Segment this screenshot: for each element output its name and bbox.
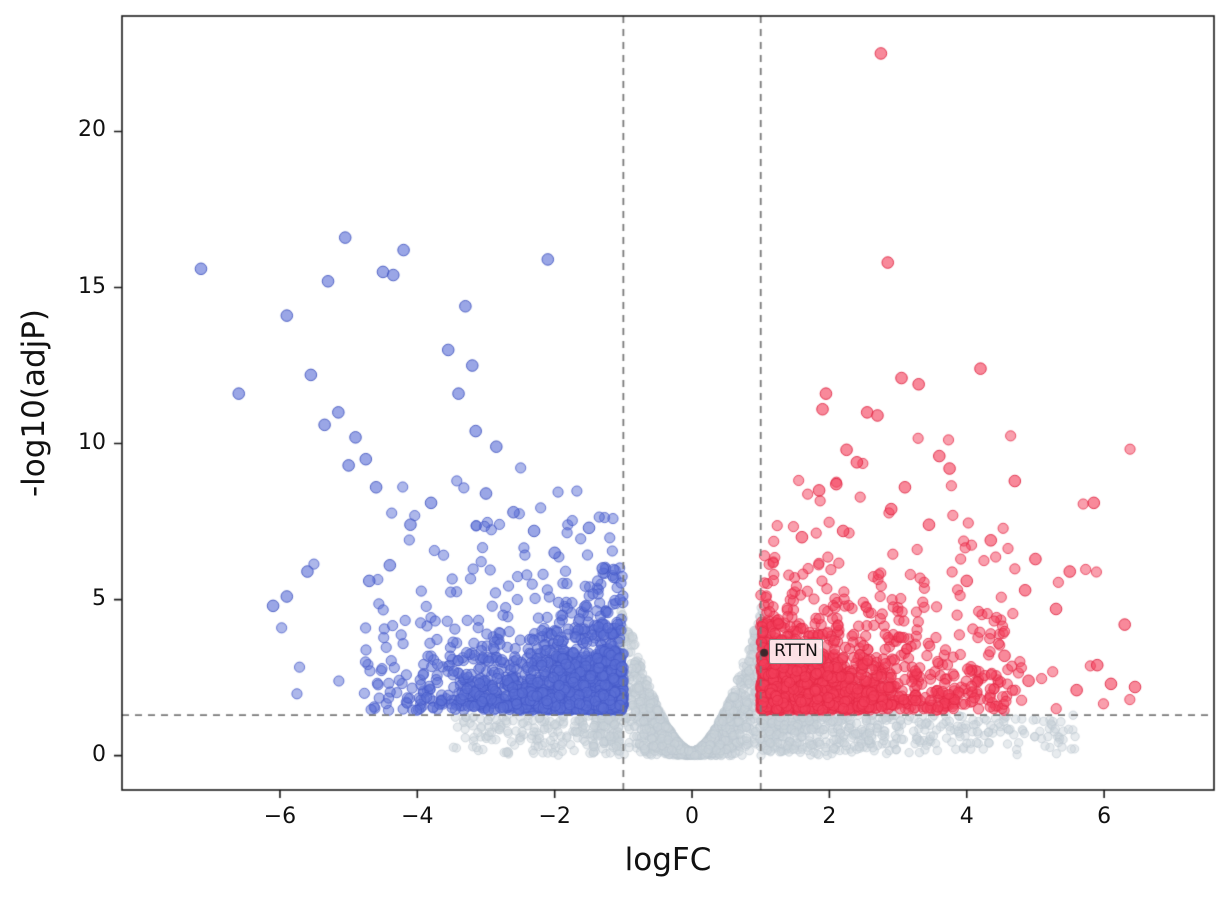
x-tick-label: 2 (822, 804, 837, 829)
x-tick-label: 0 (685, 804, 700, 829)
x-tick-label: 6 (1097, 804, 1112, 829)
x-tick-label: −2 (538, 804, 571, 829)
y-tick-label: 0 (92, 741, 106, 767)
x-tick-label: −6 (263, 804, 297, 829)
y-tick-label: 15 (78, 273, 106, 299)
gene-annotation-rttn: RTTN (769, 638, 823, 664)
y-tick-label: 5 (92, 585, 106, 611)
y-tick-label: 10 (78, 429, 106, 455)
y-tick-label: 20 (78, 117, 106, 143)
x-tick-label: 4 (959, 804, 974, 829)
x-tick-label: −4 (401, 804, 434, 829)
y-axis-label: -log10(adjP) (16, 308, 52, 498)
x-axis-label: logFC (624, 842, 712, 878)
